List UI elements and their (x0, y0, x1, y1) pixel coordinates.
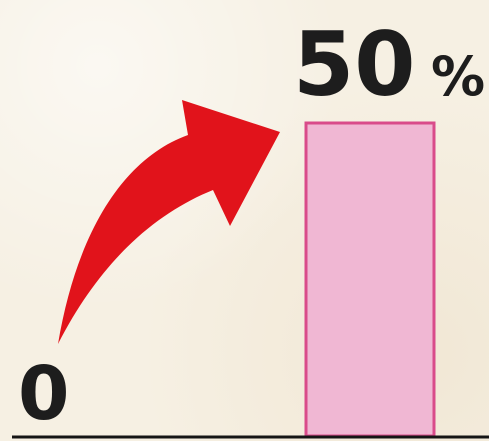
end-value-percent-label: % (431, 45, 485, 108)
increase-arrow-icon (58, 100, 280, 344)
chart-marks (304, 121, 436, 438)
end-value-label: 50 (293, 13, 415, 116)
start-value-label: 0 (18, 351, 70, 437)
end-bar (304, 121, 436, 438)
